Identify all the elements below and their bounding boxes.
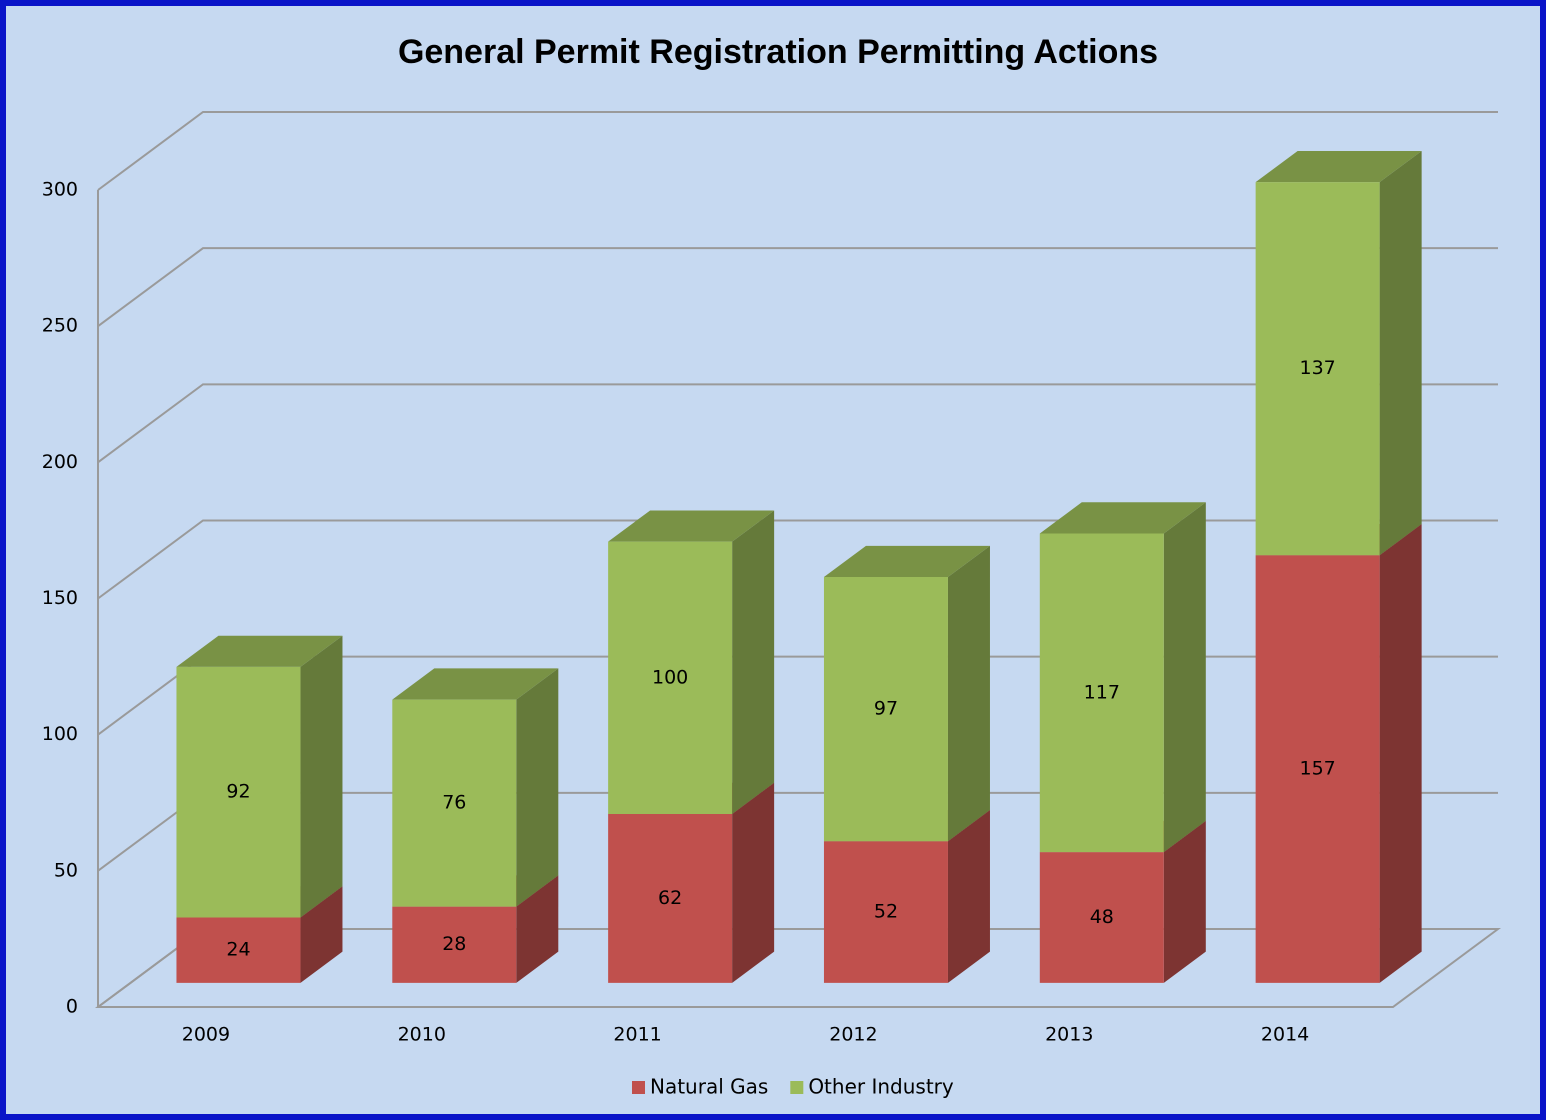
data-label: 76: [442, 792, 466, 814]
bar-side: [947, 810, 990, 983]
y-tick-label: 200: [42, 451, 78, 473]
x-tick-label: 2014: [1261, 1024, 1309, 1046]
bar-side: [516, 668, 559, 907]
bar: [1039, 502, 1206, 853]
y-tick-label: 100: [42, 723, 78, 745]
bar-front: [392, 699, 517, 907]
bar-side: [1163, 820, 1206, 983]
bar-front: [1039, 533, 1164, 853]
bar-side: [516, 875, 559, 983]
bar-front: [1255, 182, 1380, 556]
bar-top: [392, 668, 559, 700]
grid-line: [97, 247, 1498, 327]
x-tick-label: 2011: [613, 1024, 661, 1046]
data-label: 117: [1084, 681, 1120, 703]
legend-swatch: [790, 1081, 804, 1094]
bar-front: [1039, 852, 1164, 983]
bar-top: [823, 545, 990, 578]
grid-line: [97, 111, 1498, 191]
bar-side: [300, 635, 343, 918]
data-label: 48: [1090, 906, 1114, 928]
bar-front: [392, 906, 517, 983]
bar: [1255, 150, 1422, 556]
data-label: 28: [442, 933, 466, 955]
bar-side: [732, 510, 775, 814]
x-tick-label: 2010: [398, 1024, 446, 1046]
bar-side: [1379, 150, 1422, 556]
data-label: 92: [226, 781, 250, 803]
bar-front: [176, 917, 301, 983]
x-tick-label: 2012: [829, 1024, 877, 1046]
chart-title: General Permit Registration Permitting A…: [398, 33, 1158, 71]
bar-top: [1255, 150, 1422, 183]
data-label: 24: [226, 939, 250, 961]
data-label: 100: [652, 666, 688, 688]
bar-side: [1163, 502, 1206, 853]
bar-front: [608, 541, 733, 814]
data-label: 137: [1300, 357, 1336, 379]
bar-side: [300, 886, 343, 983]
bar: [176, 635, 343, 918]
data-label: 157: [1300, 758, 1336, 780]
legend-label: Other Industry: [808, 1075, 954, 1099]
bar-top: [176, 635, 343, 667]
bar-front: [823, 841, 948, 983]
data-label: 62: [658, 887, 682, 909]
bar: [608, 510, 775, 814]
bar: [823, 545, 990, 842]
bar: [392, 668, 559, 907]
bar-front: [608, 813, 733, 983]
y-tick-label: 300: [42, 179, 78, 201]
bar-side: [1379, 524, 1422, 983]
data-label: 52: [874, 901, 898, 923]
bar-side: [947, 545, 990, 842]
bar-top: [608, 510, 775, 542]
bar-front: [1255, 555, 1380, 983]
grid-line: [97, 383, 1498, 464]
x-tick-label: 2013: [1045, 1024, 1093, 1046]
bar-front: [176, 666, 301, 918]
legend-label: Natural Gas: [650, 1075, 768, 1099]
bar-side: [732, 782, 775, 983]
data-label: 97: [874, 698, 898, 720]
bar: [1255, 524, 1422, 983]
bar-top: [1039, 502, 1206, 534]
bar-front: [823, 577, 948, 842]
y-tick-label: 250: [42, 315, 78, 337]
x-tick-label: 2009: [182, 1024, 230, 1046]
legend-swatch: [632, 1081, 645, 1094]
y-tick-label: 50: [54, 859, 78, 881]
y-tick-label: 0: [66, 996, 78, 1018]
y-tick-label: 150: [42, 587, 78, 609]
